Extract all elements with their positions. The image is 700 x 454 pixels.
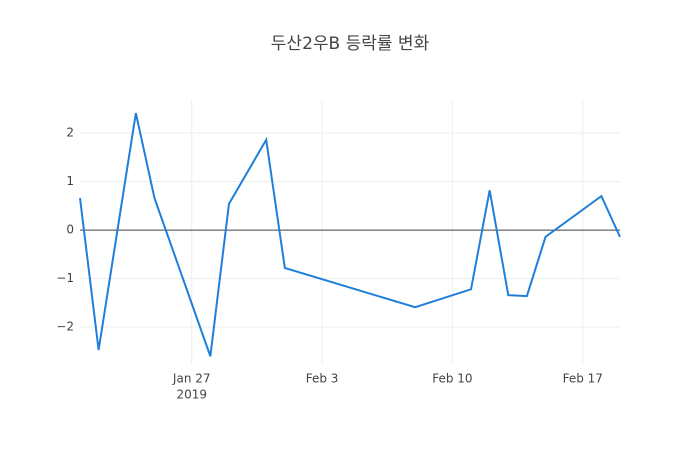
x-tick-label: Feb 10 <box>432 372 472 386</box>
x-tick-label: Feb 3 <box>306 372 339 386</box>
y-tick-label: 2 <box>66 126 74 140</box>
y-tick-label: 0 <box>66 223 74 237</box>
y-tick-label: −2 <box>56 320 74 334</box>
x-tick-label: Jan 27 <box>172 372 211 386</box>
x-tick-label: Feb 17 <box>563 372 603 386</box>
y-tick-label: −1 <box>56 271 74 285</box>
y-tick-label: 1 <box>66 174 74 188</box>
chart-title: 두산2우B 등락률 변화 <box>271 34 430 54</box>
line <box>79 112 621 357</box>
x-year-label: 2019 <box>176 388 207 402</box>
